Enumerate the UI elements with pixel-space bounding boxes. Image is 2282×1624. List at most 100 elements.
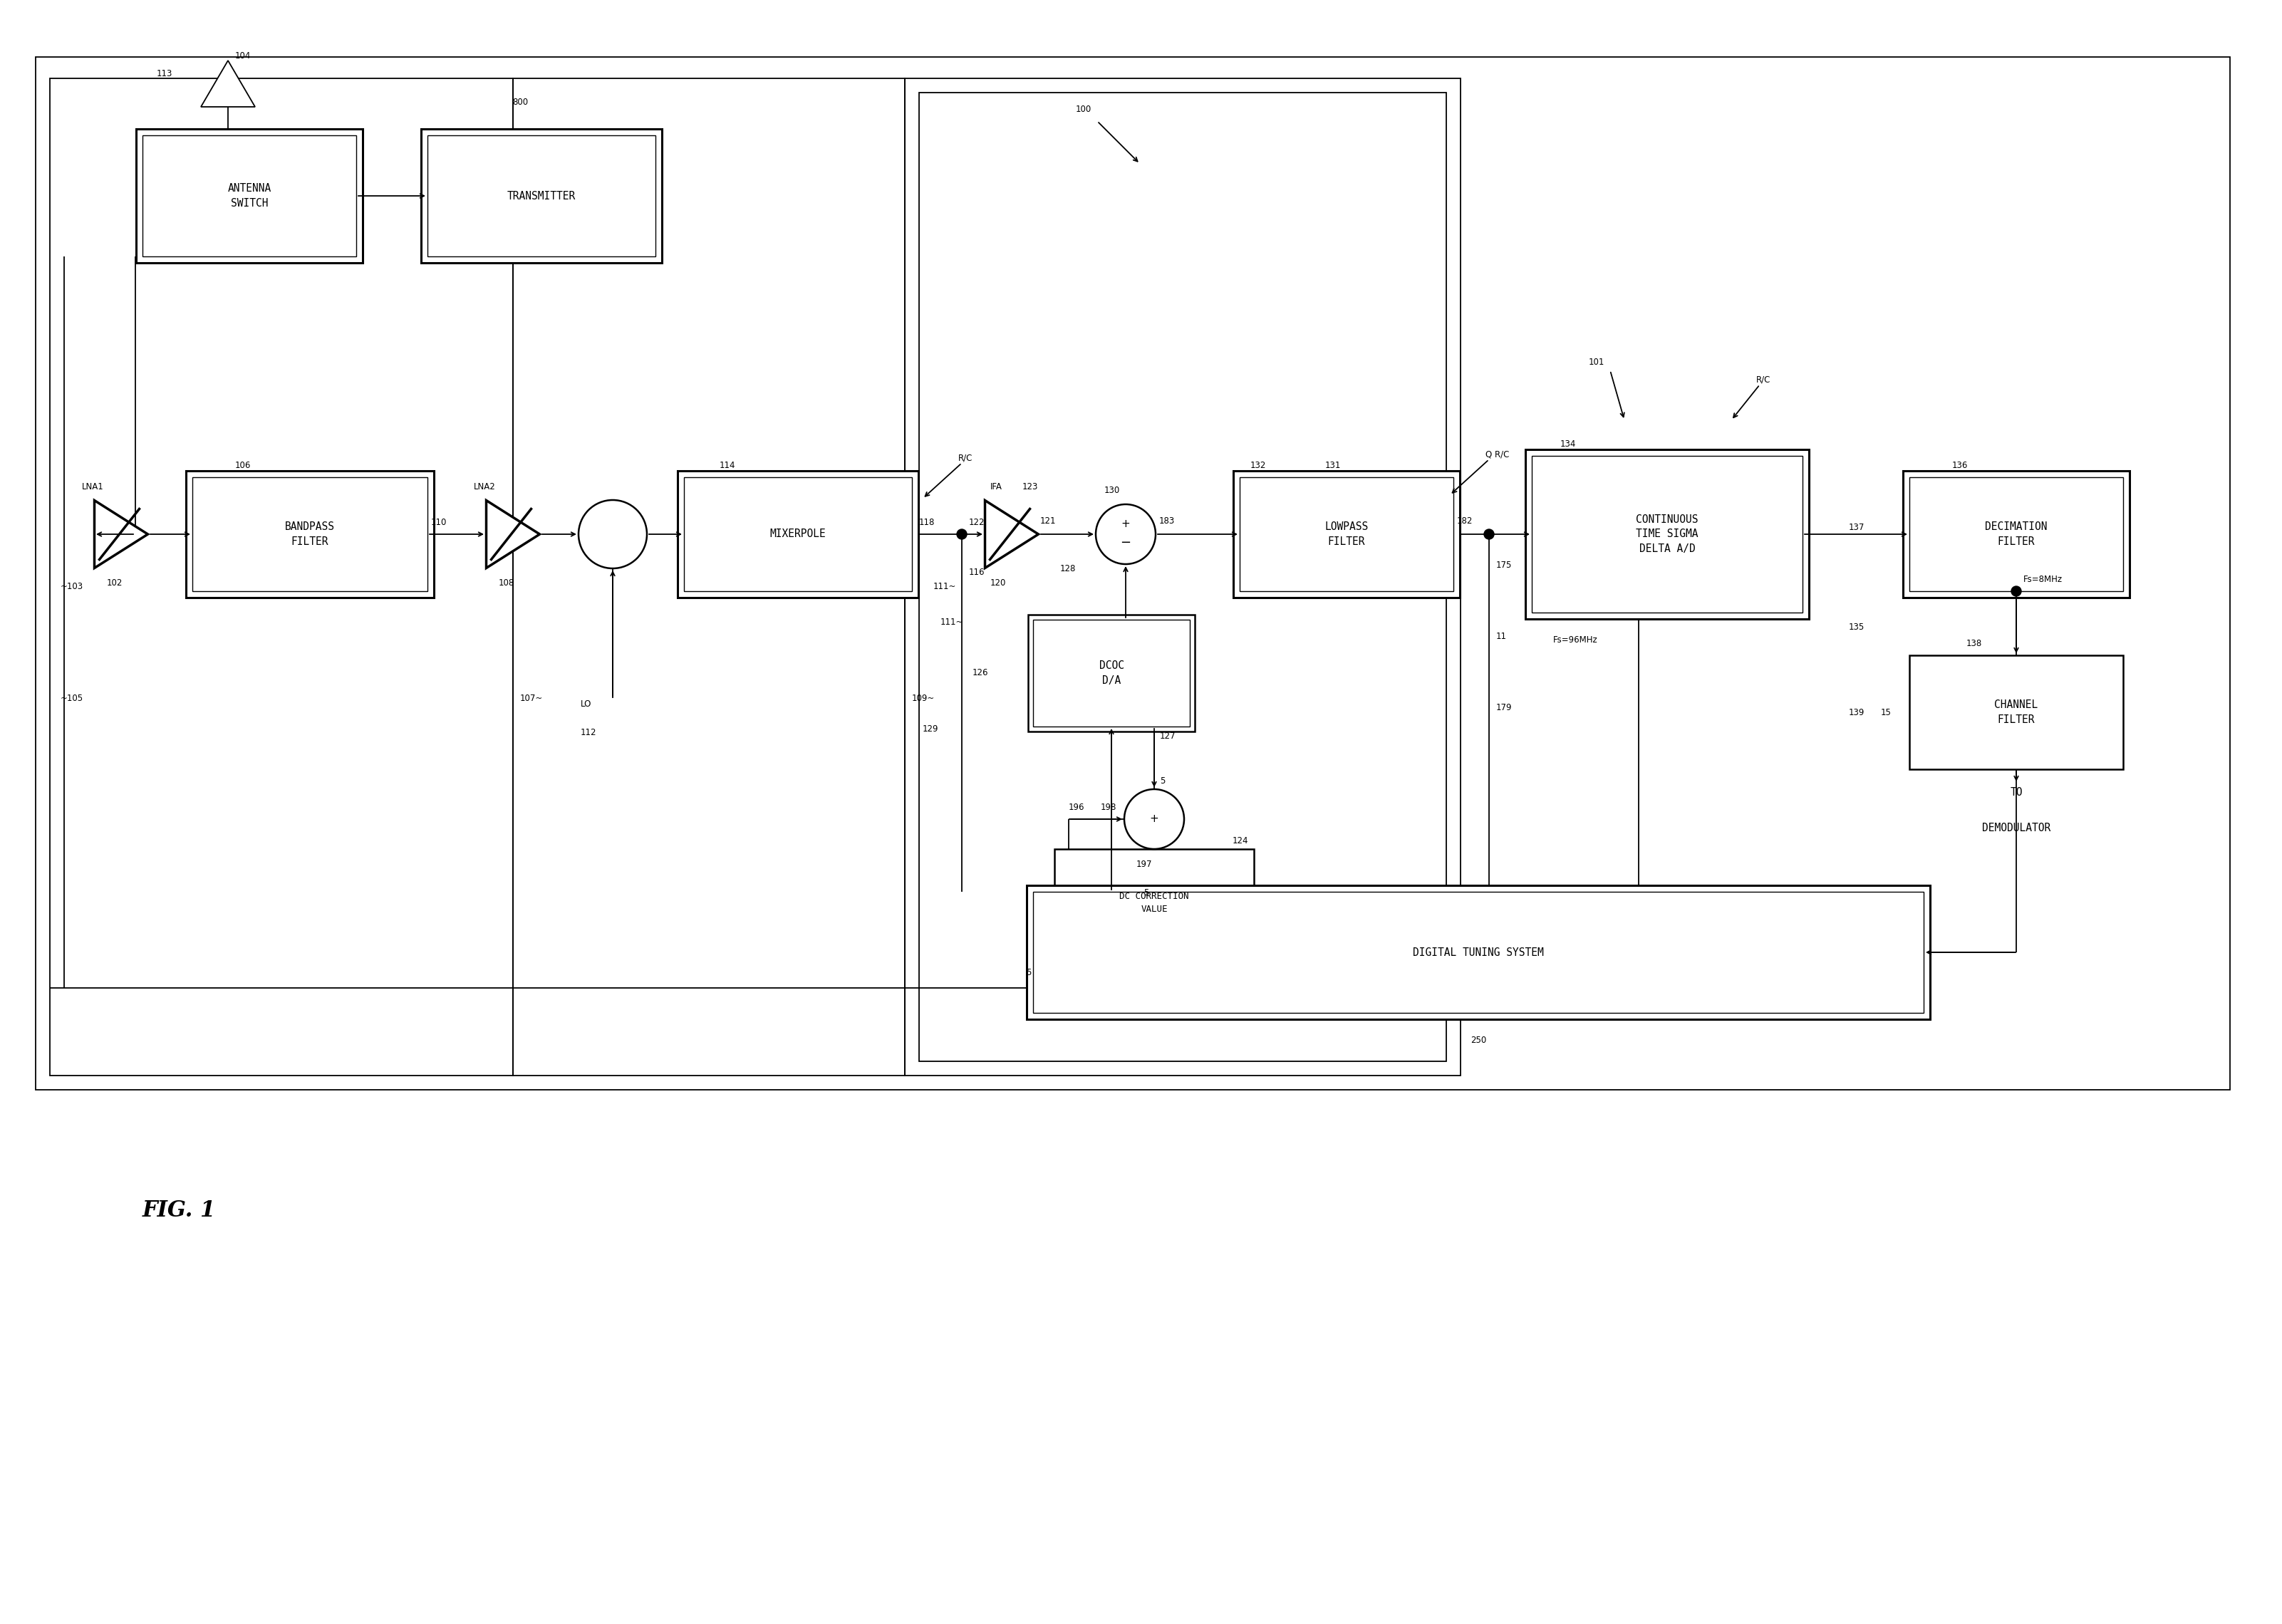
Circle shape (1095, 505, 1155, 564)
Bar (192, 477, 427, 591)
Bar (1903, 471, 2129, 598)
Text: 183: 183 (1159, 516, 1175, 526)
Bar (1524, 450, 1810, 619)
Text: 127: 127 (1159, 731, 1175, 741)
Text: FIG. 1: FIG. 1 (141, 1200, 217, 1221)
Text: DEMODULATOR: DEMODULATOR (1983, 823, 2052, 833)
Text: 134: 134 (1561, 440, 1577, 448)
Text: 198: 198 (1100, 802, 1116, 812)
Text: 5: 5 (1143, 888, 1148, 898)
Bar (678, 471, 917, 598)
Text: 126: 126 (972, 669, 988, 677)
Text: +: + (1150, 814, 1159, 825)
Text: 113: 113 (157, 70, 173, 78)
Text: 135: 135 (1848, 622, 1864, 632)
Text: 121: 121 (1041, 516, 1057, 526)
Bar (685, 477, 913, 591)
Text: TRANSMITTER: TRANSMITTER (507, 190, 575, 201)
Polygon shape (986, 500, 1038, 568)
Text: LOWPASS
FILTER: LOWPASS FILTER (1326, 521, 1369, 547)
Text: 120: 120 (990, 578, 1006, 588)
Text: LO: LO (580, 700, 591, 708)
Text: 118: 118 (920, 518, 936, 528)
Text: TO: TO (2010, 788, 2022, 797)
Text: ANTENNA
SWITCH: ANTENNA SWITCH (228, 184, 272, 209)
Circle shape (1125, 789, 1184, 849)
Circle shape (2010, 586, 2022, 596)
Bar (1232, 471, 1460, 598)
Text: 132: 132 (1251, 461, 1267, 469)
Text: 114: 114 (719, 461, 735, 469)
Text: Fs=8MHz: Fs=8MHz (2024, 575, 2063, 585)
Text: DECIMATION
FILTER: DECIMATION FILTER (1985, 521, 2047, 547)
Circle shape (580, 500, 646, 568)
Text: 15: 15 (1880, 708, 1892, 716)
Text: MIXERPOLE: MIXERPOLE (769, 529, 826, 539)
Text: ~103: ~103 (62, 581, 84, 591)
Bar (185, 471, 434, 598)
Text: 112: 112 (580, 728, 596, 737)
Text: 131: 131 (1326, 461, 1342, 469)
Text: 138: 138 (1967, 638, 1983, 648)
Text: +: + (1120, 520, 1130, 529)
Text: 800: 800 (511, 97, 527, 107)
Text: 175: 175 (1497, 560, 1513, 570)
Text: CHANNEL
FILTER: CHANNEL FILTER (1994, 700, 2038, 724)
Bar (137, 128, 363, 263)
Text: IFA: IFA (990, 482, 1002, 492)
Text: 110: 110 (431, 518, 447, 528)
Text: 137: 137 (1848, 523, 1864, 531)
Text: 123: 123 (1022, 482, 1038, 492)
Text: 182: 182 (1456, 516, 1472, 526)
Text: 197: 197 (1136, 859, 1152, 869)
Text: DC CORRECTION
VALUE: DC CORRECTION VALUE (1120, 892, 1189, 913)
Bar (1054, 849, 1253, 957)
Text: 104: 104 (235, 52, 251, 60)
Text: DCOC
D/A: DCOC D/A (1100, 661, 1125, 685)
Bar (422, 128, 662, 263)
Text: 196: 196 (1068, 802, 1084, 812)
Text: Q R/C: Q R/C (1486, 450, 1508, 460)
Text: 122: 122 (970, 518, 986, 528)
Bar (427, 135, 655, 257)
Text: −: − (1120, 536, 1132, 549)
Text: 107~: 107~ (520, 693, 543, 703)
Text: 100: 100 (1075, 104, 1091, 114)
Bar (141, 135, 356, 257)
Text: LNA2: LNA2 (475, 482, 495, 492)
Polygon shape (486, 500, 539, 568)
Text: 109~: 109~ (913, 693, 936, 703)
Text: 128: 128 (1061, 564, 1077, 573)
Text: 5: 5 (1027, 968, 1031, 978)
Text: LNA1: LNA1 (82, 482, 105, 492)
Circle shape (1483, 529, 1495, 539)
Bar (1034, 620, 1189, 726)
Text: 139: 139 (1848, 708, 1864, 716)
Text: 124: 124 (1232, 836, 1248, 846)
Text: 250: 250 (1470, 1036, 1486, 1044)
Text: R/C: R/C (1757, 375, 1771, 385)
Bar (1034, 892, 1924, 1013)
Text: 130: 130 (1104, 486, 1120, 495)
Bar (1027, 885, 1931, 1020)
Bar (513, 78, 906, 1075)
Text: 179: 179 (1497, 703, 1513, 713)
Text: 111~: 111~ (933, 581, 956, 591)
Polygon shape (94, 500, 148, 568)
Bar (906, 78, 1460, 1075)
Bar (920, 93, 1447, 1062)
Circle shape (956, 529, 968, 539)
Bar (1531, 456, 1803, 612)
Bar (1029, 615, 1196, 731)
Text: 11: 11 (1497, 632, 1506, 641)
Polygon shape (201, 60, 256, 107)
Text: DIGITAL TUNING SYSTEM: DIGITAL TUNING SYSTEM (1413, 947, 1545, 958)
Bar (50, 78, 513, 1075)
Text: 5: 5 (1159, 776, 1166, 786)
Text: 116: 116 (970, 568, 986, 577)
Text: 101: 101 (1588, 357, 1604, 367)
Bar (1239, 477, 1454, 591)
Text: R/C: R/C (958, 453, 972, 463)
Text: BANDPASS
FILTER: BANDPASS FILTER (285, 521, 335, 547)
Bar (1910, 477, 2122, 591)
